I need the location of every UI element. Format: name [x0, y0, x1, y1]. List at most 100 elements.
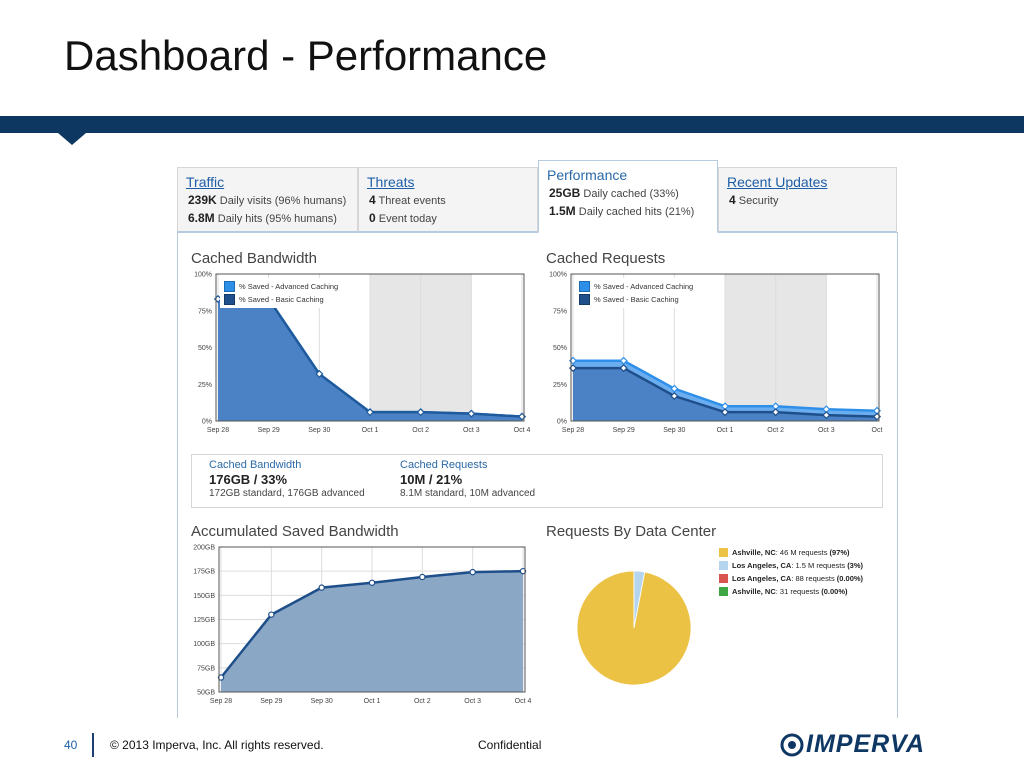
datacenter-pie-chart [567, 562, 717, 697]
legend-advanced: % Saved - Advanced Caching [224, 280, 338, 293]
pie-slice [633, 570, 646, 629]
legend-basic: % Saved - Basic Caching [579, 293, 693, 306]
cached-bandwidth-legend: % Saved - Advanced Caching % Saved - Bas… [220, 278, 343, 308]
series-area [573, 368, 877, 421]
x-tick-label: Sep 28 [562, 427, 584, 434]
tab-traffic-hits: 6.8M Daily hits (95% humans) [188, 211, 337, 225]
tab-performance[interactable]: Performance 25GB Daily cached (33%) 1.5M… [538, 160, 718, 233]
legend-basic: % Saved - Basic Caching [224, 293, 338, 306]
imperva-logo-text: IMPERVA [806, 730, 926, 758]
pie-legend-item: Ashville, NC: 46 M requests (97%) [719, 546, 879, 559]
x-tick-label: Sep 29 [260, 698, 282, 705]
summary-requests-detail: 8.1M standard, 10M advanced [400, 488, 536, 499]
dashboard-panel: Traffic 239K Daily visits (96% humans) 6… [177, 160, 898, 718]
data-point [419, 573, 426, 581]
x-tick-label: Oct 3 [818, 427, 835, 434]
title-bar-notch [58, 133, 86, 145]
data-point [467, 409, 476, 418]
tab-traffic-visits: 239K Daily visits (96% humans) [188, 193, 347, 207]
tab-recent-updates-title[interactable]: Recent Updates [727, 174, 828, 190]
cached-requests-title: Cached Requests [546, 250, 666, 267]
tab-threats[interactable]: Threats 4 Threat events 0 Event today [358, 167, 538, 232]
y-tick-label: 100GB [193, 641, 215, 648]
y-tick-label: 50GB [197, 690, 215, 697]
plot-frame [570, 273, 880, 422]
data-point [365, 408, 375, 417]
y-tick-label: 175GB [193, 569, 215, 576]
legend-swatch [719, 548, 728, 557]
x-tick-label: Oct 2 [414, 698, 431, 705]
data-point [519, 567, 527, 575]
y-tick-label: 0% [557, 419, 567, 426]
x-tick-label: Sep 30 [308, 427, 330, 434]
footer-divider [92, 733, 94, 757]
summary-bandwidth: Cached Bandwidth 176GB / 33% 172GB stand… [209, 459, 365, 499]
tab-threats-today: 0 Event today [369, 211, 437, 225]
y-tick-label: 0% [202, 419, 212, 426]
plot-frame [215, 273, 525, 422]
imperva-logo-icon [780, 733, 804, 757]
y-tick-label: 100% [194, 272, 212, 279]
tab-performance-cached: 25GB Daily cached (33%) [549, 186, 679, 200]
cached-bandwidth-title: Cached Bandwidth [191, 250, 317, 267]
slide-title: Dashboard - Performance [64, 32, 548, 79]
data-point [822, 411, 831, 420]
confidential-label: Confidential [478, 738, 542, 752]
page-number: 40 [64, 738, 78, 752]
x-tick-label: Oct 1 [717, 427, 734, 434]
data-point [217, 674, 225, 681]
tab-performance-hits: 1.5M Daily cached hits (21%) [549, 204, 695, 218]
summary-bandwidth-label[interactable]: Cached Bandwidth [209, 459, 302, 471]
x-tick-label: Oct 2 [412, 427, 429, 434]
data-point [318, 584, 325, 591]
legend-swatch [719, 561, 728, 570]
y-tick-label: 100% [549, 272, 567, 279]
y-tick-label: 25% [553, 382, 567, 389]
data-point [368, 579, 376, 586]
imperva-logo: IMPERVA [780, 730, 960, 758]
legend-swatch [719, 587, 728, 596]
x-tick-label: Sep 30 [311, 698, 333, 705]
legend-advanced: % Saved - Advanced Caching [579, 280, 693, 293]
pie-legend-item: Los Angeles, CA: 1.5 M requests (3%) [719, 559, 879, 572]
tab-performance-title[interactable]: Performance [547, 167, 628, 183]
tab-recent-updates-security: 4 Security [729, 193, 779, 207]
x-tick-label: Oct 4 [515, 698, 532, 705]
data-point [315, 369, 324, 379]
data-point [469, 568, 476, 576]
datacenter-legend: Ashville, NC: 46 M requests (97%) Los An… [719, 546, 879, 598]
y-tick-label: 125GB [193, 617, 215, 624]
series-area [218, 298, 522, 421]
data-point [670, 391, 679, 401]
x-tick-label: Oct 3 [464, 698, 481, 705]
data-point [720, 408, 730, 417]
legend-swatch-basic [224, 294, 235, 305]
x-tick-label: Oct 4 [514, 427, 531, 434]
tab-recent-updates[interactable]: Recent Updates 4 Security [718, 167, 897, 232]
tab-traffic[interactable]: Traffic 239K Daily visits (96% humans) 6… [177, 167, 358, 232]
y-tick-label: 50% [553, 345, 567, 352]
summary-box: Cached Bandwidth 176GB / 33% 172GB stand… [191, 454, 883, 508]
x-tick-label: Oct 3 [463, 427, 480, 434]
tab-threats-title[interactable]: Threats [367, 174, 415, 190]
y-tick-label: 75% [553, 308, 567, 315]
legend-swatch-advanced [579, 281, 590, 292]
legend-swatch-advanced [224, 281, 235, 292]
summary-bandwidth-detail: 172GB standard, 176GB advanced [209, 488, 365, 499]
tab-traffic-title[interactable]: Traffic [186, 174, 225, 190]
legend-swatch [719, 574, 728, 583]
x-tick-label: Oct [872, 427, 883, 434]
cached-requests-legend: % Saved - Advanced Caching % Saved - Bas… [575, 278, 698, 308]
pie-legend-item: Los Angeles, CA: 88 requests (0.00%) [719, 572, 879, 585]
tab-threats-events: 4 Threat events [369, 193, 446, 207]
summary-requests-label[interactable]: Cached Requests [400, 459, 488, 471]
data-point [268, 611, 275, 618]
summary-requests-value: 10M / 21% [400, 472, 463, 487]
x-tick-label: Sep 29 [258, 427, 280, 434]
title-bar [0, 116, 1024, 133]
y-tick-label: 25% [198, 382, 212, 389]
x-tick-label: Sep 29 [613, 427, 635, 434]
accumulated-chart: 50GB 75GB 100GB 125GB 150GB 175GB 200GB Sep 28 S… [177, 539, 537, 711]
data-point [619, 364, 628, 373]
data-point [670, 384, 679, 393]
